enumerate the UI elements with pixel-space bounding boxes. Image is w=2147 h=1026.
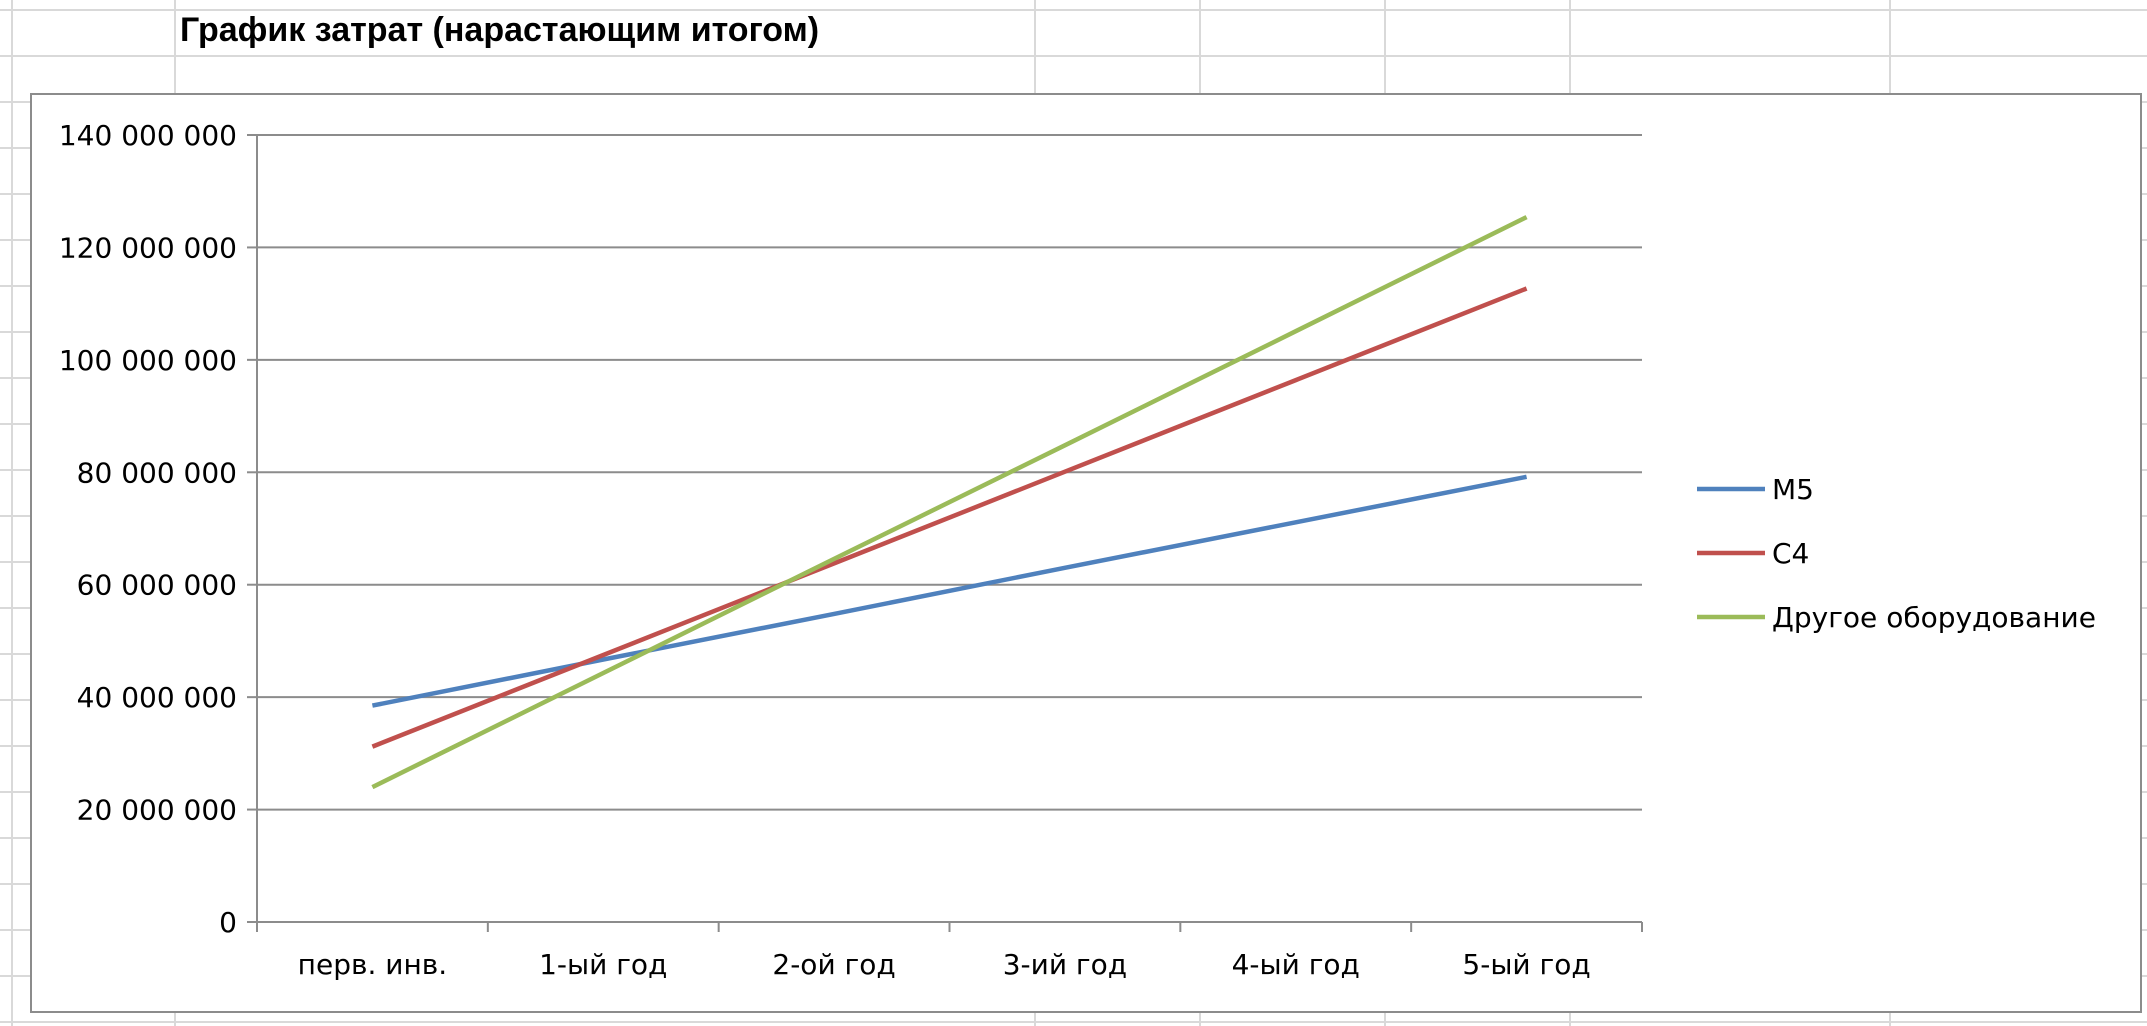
x-tick-label: 2-ой год [772, 948, 895, 981]
legend: М5 С4 Другое оборудование [1697, 473, 2096, 634]
sheet-title: График затрат (нарастающим итогом) [180, 11, 820, 49]
x-tick-label: 1-ый год [539, 948, 667, 981]
y-tick-label: 40 000 000 [77, 681, 237, 714]
y-tick-label: 20 000 000 [77, 794, 237, 827]
x-axis-labels: перв. инв. 1-ый год 2-ой год 3-ий год 4-ый г… [298, 948, 1591, 981]
y-tick-label: 100 000 000 [59, 344, 237, 377]
axes [247, 134, 1643, 932]
legend-label: С4 [1772, 537, 1809, 570]
legend-label: Другое оборудование [1772, 601, 2096, 634]
line-chart: 0 20 000 000 40 000 000 60 000 000 80 000 00… [59, 119, 2096, 981]
legend-label: М5 [1772, 473, 1814, 506]
y-axis-labels: 0 20 000 000 40 000 000 60 000 000 80 000 00… [59, 119, 237, 939]
series-line[interactable] [371, 286, 1528, 749]
series-line[interactable] [371, 474, 1528, 708]
series-lines [371, 215, 1528, 790]
y-tick-label: 120 000 000 [59, 231, 237, 264]
chart-area[interactable]: 0 20 000 000 40 000 000 60 000 000 80 000 00… [30, 93, 2142, 1013]
x-tick-label: перв. инв. [298, 948, 448, 981]
y-tick-label: 140 000 000 [59, 119, 237, 152]
x-tick-label: 5-ый год [1462, 948, 1590, 981]
series-line[interactable] [371, 215, 1528, 790]
y-tick-label: 60 000 000 [77, 569, 237, 602]
y-tick-label: 0 [219, 906, 237, 939]
gridlines [257, 134, 1642, 811]
y-tick-label: 80 000 000 [77, 456, 237, 489]
x-tick-label: 4-ый год [1232, 948, 1360, 981]
x-tick-label: 3-ий год [1003, 948, 1127, 981]
